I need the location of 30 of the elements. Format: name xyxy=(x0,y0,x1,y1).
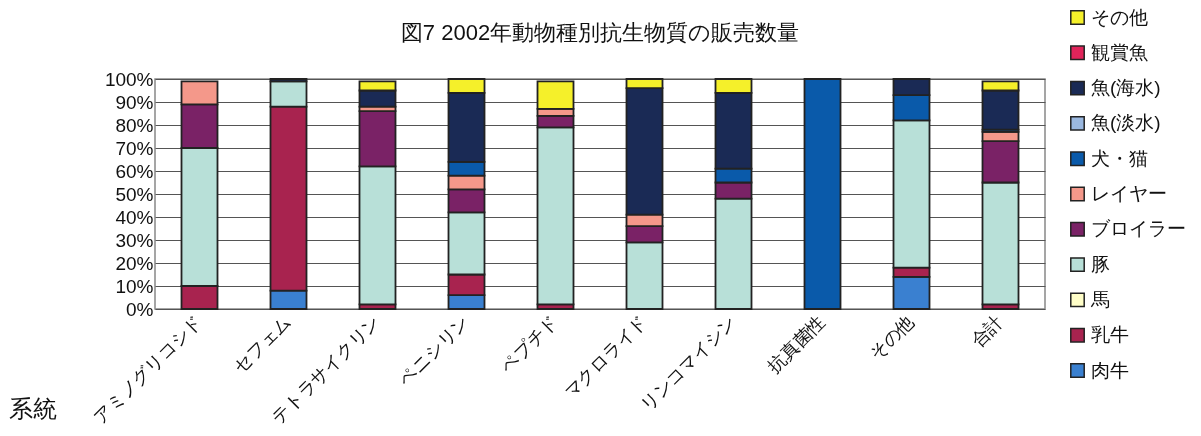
legend-label: 馬 xyxy=(1090,288,1110,310)
legend-label: 犬・猫 xyxy=(1091,147,1148,169)
x-tick-label: その他 xyxy=(865,311,918,365)
y-tick-label: 70% xyxy=(115,137,154,159)
y-tick-label: 10% xyxy=(115,275,154,297)
x-tick-label: ペプチド xyxy=(496,311,562,377)
y-tick-label: 20% xyxy=(115,252,154,274)
y-tick-label: 30% xyxy=(115,229,154,251)
x-tick-label: 合計 xyxy=(967,311,1007,352)
y-tick-label: 80% xyxy=(115,114,154,136)
legend-label: 乳牛 xyxy=(1091,324,1129,346)
y-tick-label: 100% xyxy=(104,68,154,90)
legend-label: 魚(淡水) xyxy=(1091,112,1161,134)
y-tick-label: 60% xyxy=(115,160,154,182)
x-tick-label: セフェム xyxy=(229,311,295,377)
x-tick-label: 抗真菌性 xyxy=(763,311,829,377)
y-tick-label: 50% xyxy=(115,183,154,205)
x-axis-title: 系統 xyxy=(8,394,57,422)
legend-label: ブロイラー xyxy=(1091,218,1186,240)
chart-title: 図7 2002年動物種別抗生物質の販売数量 xyxy=(400,20,800,45)
y-tick-label: 90% xyxy=(115,91,154,113)
legend-label: レイヤー xyxy=(1091,183,1167,204)
legend-label: 豚 xyxy=(1091,253,1110,275)
legend-label: その他 xyxy=(1091,6,1148,28)
legend-label: 魚(海水) xyxy=(1091,77,1161,99)
legend-label: 観賞魚 xyxy=(1091,41,1148,63)
y-tick-label: 40% xyxy=(115,206,154,228)
x-tick-label: ペニシリン xyxy=(395,311,473,390)
y-tick-label: 0% xyxy=(126,298,154,320)
legend-label: 肉牛 xyxy=(1091,359,1129,381)
